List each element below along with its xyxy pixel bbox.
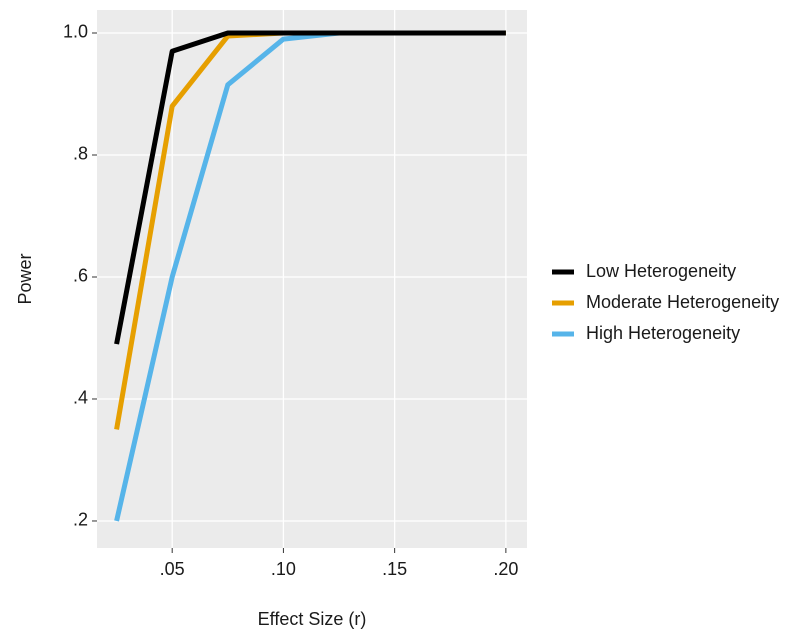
legend-label: Moderate Heterogeneity [586, 292, 779, 312]
x-tick-label: .10 [271, 559, 296, 579]
x-tick-label: .15 [382, 559, 407, 579]
legend-label: Low Heterogeneity [586, 261, 736, 281]
x-axis-title: Effect Size (r) [258, 609, 367, 629]
y-tick-label: .6 [73, 266, 88, 286]
y-tick-label: .2 [73, 510, 88, 530]
y-tick-label: .4 [73, 388, 88, 408]
series-line [114, 30, 506, 345]
y-axis-title: Power [15, 253, 35, 304]
legend-label: High Heterogeneity [586, 323, 740, 343]
x-tick-label: .05 [160, 559, 185, 579]
y-tick-label: 1.0 [63, 22, 88, 42]
y-tick-label: .8 [73, 144, 88, 164]
plot-panel [97, 10, 527, 548]
x-tick-label: .20 [493, 559, 518, 579]
